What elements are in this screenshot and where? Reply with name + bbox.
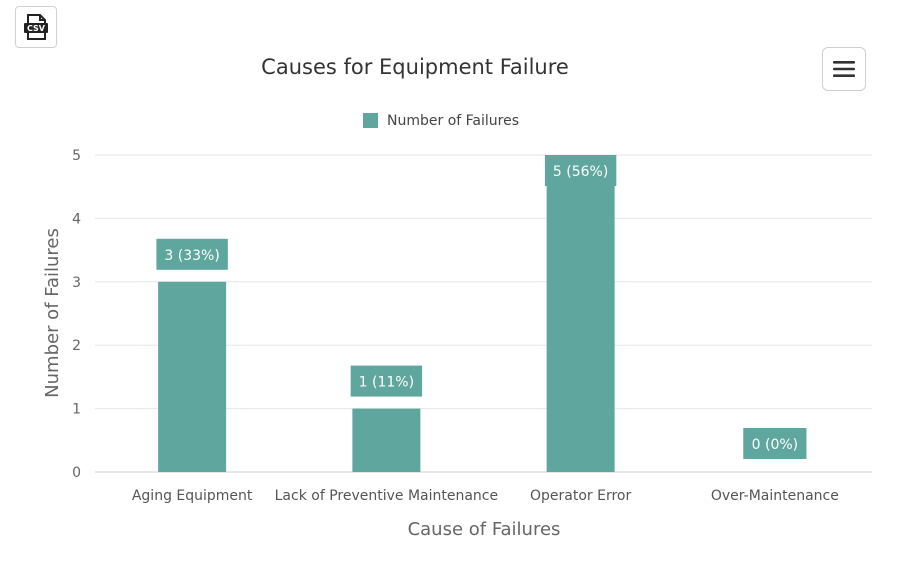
- y-tick-label: 3: [72, 275, 81, 291]
- data-label-box: [350, 365, 423, 397]
- legend[interactable]: Number of Failures: [363, 113, 519, 129]
- y-tick-label: 2: [72, 338, 81, 354]
- export-csv-button[interactable]: CSV: [15, 6, 57, 48]
- x-axis-ticks: Aging Equipment Lack of Preventive Mainte…: [132, 488, 839, 504]
- chart-title: Causes for Equipment Failure: [261, 55, 569, 79]
- bars: [158, 155, 615, 472]
- csv-label: CSV: [27, 24, 46, 33]
- bar: [352, 408, 421, 472]
- y-tick-label: 1: [72, 402, 81, 418]
- chart-menu-button[interactable]: [822, 47, 866, 91]
- bar: [546, 155, 615, 472]
- data-label-box: [743, 428, 807, 459]
- csv-file-icon: CSV: [24, 14, 48, 40]
- legend-swatch: [363, 113, 378, 128]
- bar: [158, 281, 227, 472]
- x-tick-label: Aging Equipment: [132, 488, 253, 504]
- x-tick-label: Operator Error: [530, 488, 631, 504]
- data-labels: 3 (33%) 1 (11%) 5 (56%) 0 (0%): [156, 155, 807, 459]
- y-tick-label: 5: [72, 148, 81, 164]
- y-tick-label: 4: [72, 211, 81, 227]
- data-label: 3 (33%): [164, 248, 219, 264]
- x-tick-label: Lack of Preventive Maintenance: [275, 488, 499, 504]
- legend-label: Number of Failures: [387, 113, 519, 129]
- y-axis-ticks: 0 1 2 3 4 5: [72, 148, 81, 481]
- x-axis-label: Cause of Failures: [408, 519, 561, 540]
- y-axis-label: Number of Failures: [42, 228, 63, 398]
- data-label-box: [156, 238, 228, 270]
- hamburger-menu-icon: [833, 61, 855, 77]
- data-label: 5 (56%): [553, 164, 608, 180]
- data-label: 0 (0%): [752, 437, 799, 453]
- y-tick-label: 0: [72, 465, 81, 481]
- data-label: 1 (11%): [359, 375, 414, 391]
- x-tick-label: Over-Maintenance: [711, 488, 839, 504]
- data-label-box: [544, 155, 617, 186]
